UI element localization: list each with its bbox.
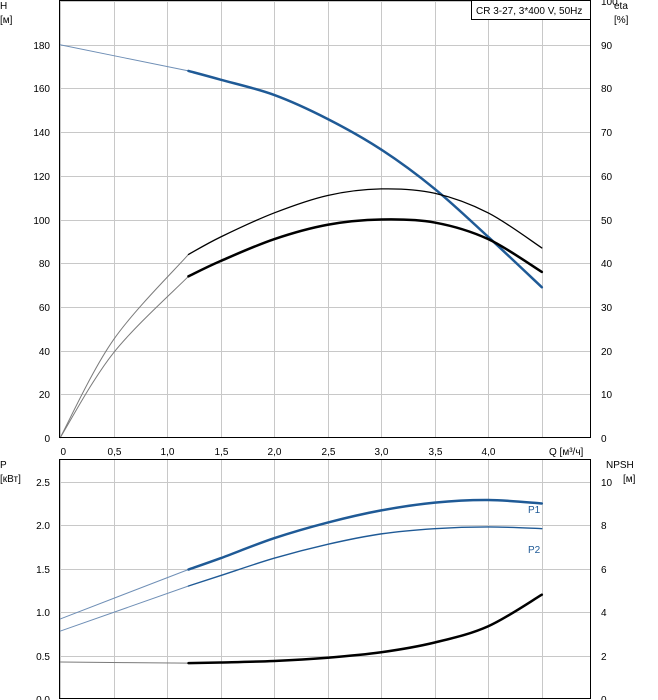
npsh-axis-unit: [м] [623,474,636,485]
bottom-chart-series [59,498,544,665]
h-tick-label: 120 [33,172,50,183]
p2-curve-extension-line [59,585,189,632]
h-tick-label: 80 [39,259,51,270]
chart-title: CR 3-27, 3*400 V, 50Hz [476,6,582,17]
eta-axis-label: eta [614,1,628,12]
eta-axis-unit: [%] [614,15,629,26]
h-tick-label: 100 [33,216,50,227]
h-curve-extension-line [59,44,189,72]
eta-tick-label: 90 [601,41,613,52]
p-tick-label: 1.5 [36,565,50,576]
h-axis-label: H [0,1,7,12]
eta-tick-label: 0 [601,434,607,445]
p-axis-unit: [кВт] [0,474,21,485]
bottom-plot-frame [59,459,591,699]
eta-curve-1-line [187,188,543,256]
eta-tick-label: 60 [601,172,613,183]
h-axis-unit: [м] [0,15,13,26]
h-curve-line [187,69,544,289]
p-tick-label: 0.5 [36,652,50,663]
eta-tick-label: 10 [601,390,613,401]
eta-tick-label: 40 [601,259,613,270]
top-chart-series [59,44,544,439]
npsh-axis-label: NPSH [606,460,634,471]
x-tick-label: 2,5 [322,447,336,458]
x-tick-label: 2,0 [268,447,282,458]
npsh-curve-line [187,593,544,665]
x-tick-label: 4,0 [482,447,496,458]
p-tick-label: 2.0 [36,521,50,532]
h-tick-label: 40 [39,347,51,358]
bottom-chart-tick-labels: 0.0 0.5 1.0 1.5 2.0 2.5 0 2 4 6 8 10 [36,478,612,700]
npsh-tick-label: 0 [601,695,607,700]
x-tick-label: 0,5 [108,447,122,458]
npsh-tick-label: 10 [601,478,613,489]
h-tick-label: 160 [33,84,50,95]
eta-tick-label: 70 [601,128,613,139]
p-tick-label: 1.0 [36,608,50,619]
x-axis-label: Q [м³/ч] [549,447,584,458]
p1-curve-extension-line [59,569,189,620]
p2-curve-line [187,526,543,587]
h-tick-label: 180 [33,41,50,52]
h-tick-label: 20 [39,390,51,401]
p1-series-label: P1 [528,505,541,516]
x-tick-label: 3,5 [429,447,443,458]
eta-tick-label: 100 [601,0,618,8]
h-tick-label: 140 [33,128,50,139]
h-tick-label: 0 [44,434,50,445]
eta-curve-2-extension-line [59,275,189,439]
top-chart-tick-labels: 0 0,5 1,0 1,5 2,0 2,5 3,0 3,5 4,0020406080100120… [33,0,618,458]
npsh-tick-label: 8 [601,521,607,532]
npsh-tick-label: 2 [601,652,607,663]
p1-curve-line [187,498,544,571]
eta-tick-label: 80 [601,84,613,95]
p-axis-label: P [0,460,7,471]
eta-tick-label: 20 [601,347,613,358]
h-tick-label: 60 [39,303,51,314]
x-tick-label: 3,0 [375,447,389,458]
x-tick-label: 1,5 [215,447,229,458]
eta-curve-1-extension-line [59,254,189,439]
x-tick-label: 1,0 [161,447,175,458]
p-tick-label: 0.0 [36,695,50,700]
npsh-tick-label: 4 [601,608,607,619]
chart-title-box [471,0,591,20]
top-chart-grid [60,1,590,438]
bottom-chart-grid [60,460,590,699]
npsh-tick-label: 6 [601,565,607,576]
npsh-curve-extension-line [59,661,189,664]
p-tick-label: 2.5 [36,478,50,489]
eta-tick-label: 50 [601,216,613,227]
p2-series-label: P2 [528,545,541,556]
x-tick-label: 0 [61,447,67,458]
top-plot-frame [59,0,591,438]
eta-curve-2-line [187,218,544,278]
eta-tick-label: 30 [601,303,613,314]
